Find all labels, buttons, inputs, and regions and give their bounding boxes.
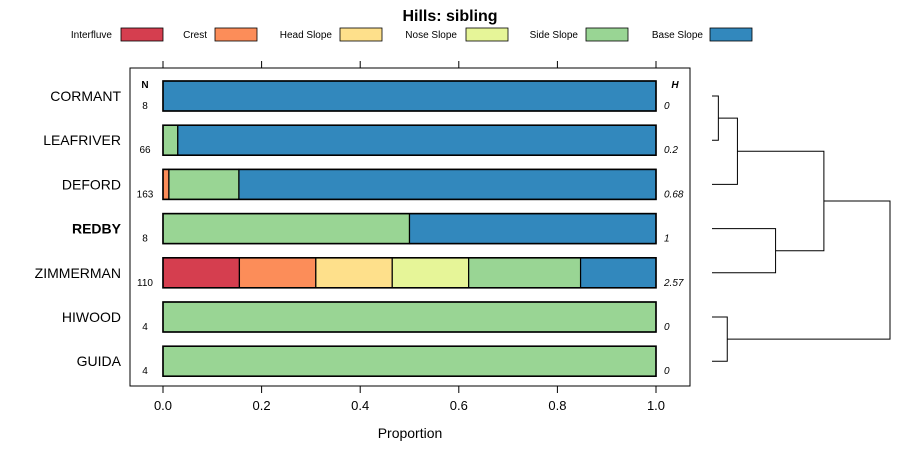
n-value: 4 — [142, 322, 148, 333]
bar-segment-side-slope — [162, 345, 657, 377]
legend-swatch-base-slope — [709, 27, 753, 42]
x-tick-label: 0.8 — [548, 398, 566, 413]
row-deford: DEFORD 163 0.68 — [62, 168, 684, 201]
legend-label-crest: Crest — [183, 30, 207, 41]
legend-swatch-nose-slope — [465, 27, 509, 42]
bar-outline — [162, 212, 657, 245]
bar-segment-base-slope — [162, 80, 657, 112]
dendrogram-branch — [727, 200, 891, 340]
x-axis: 0.0 0.2 0.4 0.6 0.8 1.0 — [154, 61, 665, 413]
h-value: 0.2 — [664, 145, 678, 156]
bar-segment-side-slope — [162, 213, 411, 245]
bar-segment-head-slope — [315, 257, 393, 289]
dendrogram-branch — [712, 95, 719, 141]
legend-label-nose-slope: Nose Slope — [405, 30, 457, 41]
row-label: REDBY — [72, 221, 122, 237]
x-tick-label: 0.2 — [253, 398, 271, 413]
bar-segment-side-slope — [162, 124, 179, 156]
h-value: 1 — [664, 234, 670, 245]
dendrogram-branch — [712, 316, 728, 362]
bar-segment-side-slope — [162, 301, 657, 333]
n-value: 8 — [142, 234, 148, 245]
bar-outline — [162, 124, 657, 156]
x-tick-label: 1.0 — [647, 398, 665, 413]
legend-swatch-crest — [214, 27, 258, 42]
h-value: 0 — [664, 366, 670, 377]
n-value: 4 — [142, 366, 148, 377]
bar-segment-side-slope — [468, 257, 582, 289]
n-value: 110 — [137, 278, 153, 289]
bar-rows: CORMANT 8 0 LEAFRIVER 66 0.2 DEFORD 163 0.68 REDB… — [35, 80, 684, 378]
h-value: 0 — [664, 101, 670, 112]
row-label: ZIMMERMAN — [35, 265, 121, 281]
bar-segment-base-slope — [238, 168, 657, 200]
bar-segment-base-slope — [579, 257, 657, 289]
row-leafriver: LEAFRIVER 66 0.2 — [43, 124, 678, 156]
bar-outline — [162, 345, 657, 378]
bar-segment-base-slope — [408, 213, 657, 245]
legend-swatch-head-slope — [339, 27, 383, 42]
plot-frame — [129, 67, 691, 387]
chart-title: Hills: sibling — [402, 8, 497, 25]
h-value: 0 — [664, 322, 670, 333]
row-zimmerman: ZIMMERMAN 110 2.57 — [35, 256, 684, 289]
row-redby: REDBY 8 1 — [72, 212, 670, 245]
dendrogram-branch — [712, 117, 738, 185]
row-label: LEAFRIVER — [43, 132, 121, 148]
bar-segment-base-slope — [177, 124, 657, 156]
h-column-header: H — [671, 80, 679, 91]
n-column-header: N — [141, 80, 148, 91]
bar-segment-interfluve — [162, 257, 241, 289]
row-cormant: CORMANT 8 0 — [50, 80, 670, 112]
dendrogram-branch — [712, 228, 777, 274]
legend-label-interfluve: Interfluve — [71, 30, 113, 41]
row-label: HIWOOD — [62, 309, 121, 325]
bar-outline — [162, 80, 657, 112]
n-value: 163 — [137, 189, 154, 200]
h-value: 2.57 — [663, 278, 684, 289]
bar-segment-crest — [238, 257, 317, 289]
bar-outline — [162, 256, 657, 289]
legend-swatch-side-slope — [585, 27, 629, 42]
x-tick-label: 0.4 — [351, 398, 369, 413]
bar-segment-nose-slope — [391, 257, 470, 289]
row-label: DEFORD — [62, 176, 121, 192]
row-hiwood: HIWOOD 4 0 — [62, 301, 670, 333]
row-label: CORMANT — [50, 88, 121, 104]
legend-label-head-slope: Head Slope — [280, 30, 333, 41]
h-value: 0.68 — [664, 189, 684, 200]
legend: Interfluve Crest Head Slope Nose Slope Side … — [71, 27, 753, 42]
dendrogram — [712, 95, 891, 362]
x-tick-label: 0.0 — [154, 398, 172, 413]
bar-segment-side-slope — [168, 168, 240, 200]
legend-label-side-slope: Side Slope — [530, 30, 579, 41]
bar-outline — [162, 301, 657, 333]
bar-outline — [162, 168, 657, 201]
row-guida: GUIDA 4 0 — [77, 345, 670, 378]
n-value: 8 — [142, 101, 148, 112]
n-value: 66 — [139, 145, 151, 156]
row-label: GUIDA — [77, 353, 122, 369]
bar-segment-crest — [162, 168, 170, 200]
legend-label-base-slope: Base Slope — [652, 30, 704, 41]
x-tick-label: 0.6 — [450, 398, 468, 413]
legend-swatch-interfluve — [120, 27, 164, 42]
dendrogram-branch — [737, 150, 825, 252]
x-axis-title: Proportion — [378, 425, 443, 441]
